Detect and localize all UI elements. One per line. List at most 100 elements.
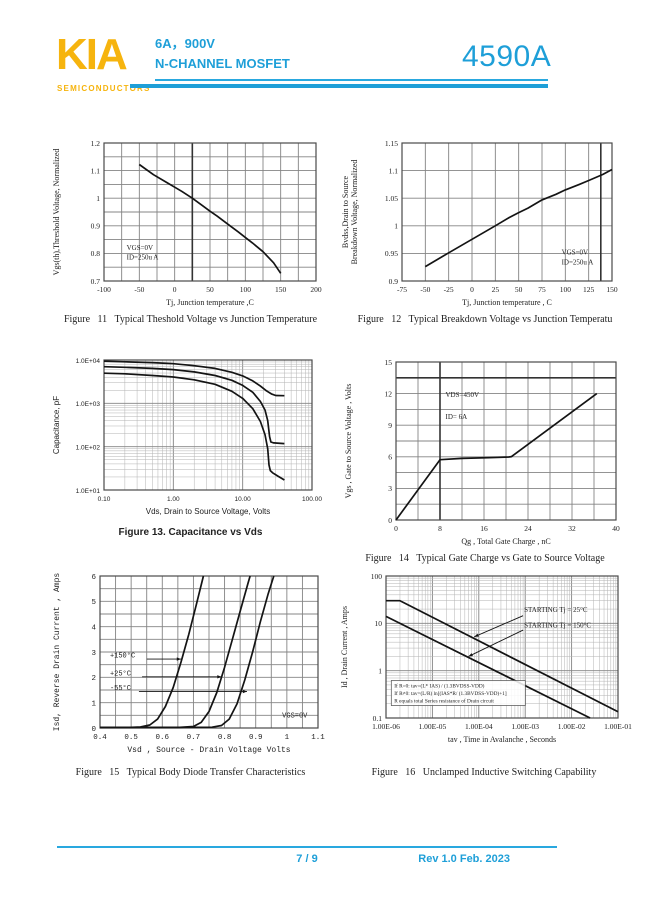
- svg-text:If R=0: tav=(L* IAS) / (1.3BVD: If R=0: tav=(L* IAS) / (1.3BVDSS-VDD): [394, 682, 484, 689]
- svg-text:Capacitance, pF: Capacitance, pF: [52, 396, 61, 454]
- svg-text:1: 1: [91, 700, 96, 708]
- svg-text:1.2: 1.2: [91, 139, 101, 148]
- svg-text:STARTING Tj = 150°C: STARTING Tj = 150°C: [524, 621, 591, 629]
- svg-text:100: 100: [371, 572, 383, 581]
- svg-text:0.6: 0.6: [156, 734, 170, 742]
- svg-text:ID= 6A: ID= 6A: [446, 413, 468, 421]
- svg-text:Vds, Drain to Source Voltage,: Vds, Drain to Source Voltage, Volts: [146, 507, 271, 516]
- svg-text:1.00E-04: 1.00E-04: [465, 722, 493, 731]
- device-summary: 6A，900V N-CHANNEL MOSFET: [155, 34, 290, 74]
- svg-text:tav , Time in Avalanche , Seco: tav , Time in Avalanche , Seconds: [448, 735, 556, 744]
- svg-text:1.1: 1.1: [91, 166, 101, 175]
- figure-11-caption: Figure 11 Typical Theshold Voltage vs Ju…: [63, 314, 318, 325]
- svg-text:Bvdss,Drain to Source: Bvdss,Drain to Source: [341, 175, 350, 248]
- svg-text:1.00: 1.00: [167, 496, 180, 503]
- svg-text:2: 2: [91, 675, 96, 683]
- svg-text:1: 1: [96, 194, 100, 203]
- kia-logo-subtext: SEMICONDUCTORS: [57, 84, 151, 93]
- svg-text:-25: -25: [444, 285, 454, 294]
- svg-text:0.5: 0.5: [124, 734, 138, 742]
- svg-text:125: 125: [583, 285, 595, 294]
- svg-text:0.10: 0.10: [98, 496, 111, 503]
- svg-text:VGS=0V: VGS=0V: [282, 712, 308, 720]
- figure-11-threshold-voltage-vs-temperature: -100 -50 0 50 100 150 200 0.7 0.8 0.9 1 1.1 1.2 Tj, J…: [48, 133, 333, 325]
- svg-text:0.7: 0.7: [187, 734, 201, 742]
- svg-text:R equals total Series resistan: R equals total Series resistance of Drai…: [394, 698, 494, 705]
- svg-text:150: 150: [606, 285, 618, 294]
- svg-text:0.9: 0.9: [91, 222, 101, 231]
- svg-text:12: 12: [385, 389, 393, 398]
- svg-text:0.4: 0.4: [93, 734, 107, 742]
- svg-text:6: 6: [91, 574, 96, 582]
- header-rule-thin: [155, 79, 548, 81]
- svg-text:If R≠0: tav=(L/R) ln[(IAS*R/ (: If R≠0: tav=(L/R) ln[(IAS*R/ (1.3BVDSS-V…: [394, 690, 507, 697]
- svg-text:0: 0: [470, 285, 474, 294]
- svg-text:0.8: 0.8: [91, 249, 101, 258]
- svg-text:100: 100: [560, 285, 572, 294]
- figure-15-caption: Figure 15 Typical Body Diode Transfer Ch…: [75, 767, 306, 778]
- svg-text:4: 4: [91, 624, 96, 632]
- figure-15-chart: 0.4 0.5 0.6 0.7 0.8 0.9 1 1.1 0 1 2 3 4 5 6 Vsd , Sourc…: [53, 573, 325, 755]
- svg-text:40: 40: [612, 524, 620, 533]
- svg-text:1.1: 1.1: [389, 166, 399, 175]
- figure-12-caption: Figure 12 Typical Breakdown Voltage vs J…: [357, 314, 613, 325]
- svg-text:VGS=0V: VGS=0V: [562, 249, 589, 257]
- header-rule-thick: [130, 84, 548, 88]
- svg-text:75: 75: [538, 285, 546, 294]
- svg-text:Id , Drain Current , Amps: Id , Drain Current , Amps: [340, 606, 349, 688]
- svg-text:Vsd , Source - Drain Voltage: Vsd , Source - Drain Voltage Volts: [127, 746, 290, 755]
- svg-text:8: 8: [438, 524, 442, 533]
- figure-13-caption: Figure 13. Capacitance vs Vds: [118, 527, 263, 538]
- svg-text:3: 3: [388, 484, 392, 493]
- svg-text:50: 50: [515, 285, 523, 294]
- svg-text:5: 5: [91, 599, 96, 607]
- figure-13-chart: 0.10 1.00 10.00 100.00 1.0E+01 1.0E+02 1.0E+03…: [52, 358, 322, 516]
- figure-14-caption: Figure 14 Typical Gate Charge vs Gate to…: [365, 553, 605, 564]
- svg-text:0.8: 0.8: [218, 734, 232, 742]
- svg-text:1.00E-02: 1.00E-02: [558, 722, 586, 731]
- svg-text:1.05: 1.05: [385, 194, 398, 203]
- svg-text:1: 1: [285, 734, 290, 742]
- svg-text:1.00E-03: 1.00E-03: [511, 722, 539, 731]
- footer-rule: [57, 846, 557, 848]
- svg-text:-75: -75: [397, 285, 407, 294]
- figure-11-chart: -100 -50 0 50 100 150 200 0.7 0.8 0.9 1 1.1 1.2 Tj, J…: [52, 139, 322, 307]
- figure-12-breakdown-voltage-vs-temperature: -75 -50 -25 0 25 50 75 100 125 150 0.9 0.95 1 1.05 1.1…: [340, 133, 630, 325]
- svg-text:0.7: 0.7: [91, 277, 101, 286]
- svg-text:1.0E+01: 1.0E+01: [76, 488, 101, 495]
- svg-text:1: 1: [394, 222, 398, 231]
- svg-text:0: 0: [91, 726, 96, 734]
- svg-text:-55°C: -55°C: [110, 684, 131, 693]
- figure-13-capacitance-vs-vds: 0.10 1.00 10.00 100.00 1.0E+01 1.0E+02 1.0E+03…: [48, 352, 333, 538]
- svg-text:1.00E-01: 1.00E-01: [604, 722, 632, 731]
- svg-text:9: 9: [388, 421, 392, 430]
- svg-text:ID=250u A: ID=250u A: [127, 253, 159, 261]
- figure-15-body-diode-transfer: 0.4 0.5 0.6 0.7 0.8 0.9 1 1.1 0 1 2 3 4 5 6 Vsd , Sourc…: [48, 566, 333, 778]
- svg-text:1.0E+03: 1.0E+03: [76, 401, 101, 408]
- svg-text:25: 25: [492, 285, 500, 294]
- svg-text:0: 0: [173, 285, 177, 294]
- svg-text:-50: -50: [134, 285, 144, 294]
- svg-text:1: 1: [378, 666, 382, 675]
- svg-text:3: 3: [91, 650, 96, 658]
- svg-text:0.9: 0.9: [249, 734, 263, 742]
- svg-text:6: 6: [388, 453, 392, 462]
- svg-text:50: 50: [206, 285, 214, 294]
- svg-text:1.1: 1.1: [311, 734, 325, 742]
- svg-text:32: 32: [568, 524, 576, 533]
- svg-text:0.95: 0.95: [385, 249, 398, 258]
- svg-text:24: 24: [524, 524, 532, 533]
- svg-text:16: 16: [480, 524, 488, 533]
- revision-label: Rev 1.0 Feb. 2023: [418, 853, 510, 865]
- svg-text:150: 150: [275, 285, 287, 294]
- svg-text:Vgs , Gate to Source Voltage ,: Vgs , Gate to Source Voltage , Volts: [344, 384, 353, 499]
- svg-text:Qg , Total Gate Charge , nC: Qg , Total Gate Charge , nC: [461, 537, 550, 546]
- kia-logo: KIA: [56, 30, 128, 79]
- figure-12-chart: -75 -50 -25 0 25 50 75 100 125 150 0.9 0.95 1 1.05 1.1…: [341, 139, 618, 307]
- svg-text:1.15: 1.15: [385, 139, 398, 148]
- svg-text:0.1: 0.1: [373, 714, 383, 723]
- svg-text:1.0E+04: 1.0E+04: [76, 358, 101, 365]
- svg-text:0: 0: [388, 516, 392, 525]
- figure-14-chart: 0 8 16 24 32 40 0 3 6 9 12 15 Qg , Total Gate Charge…: [344, 358, 620, 546]
- svg-text:15: 15: [385, 358, 393, 367]
